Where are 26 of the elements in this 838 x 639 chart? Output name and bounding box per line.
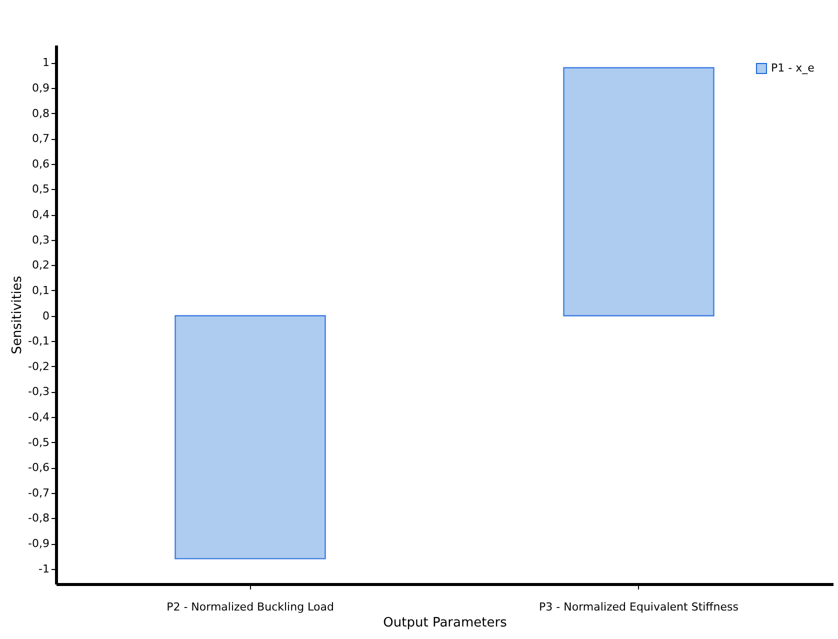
y-tick-label: -0,6 bbox=[28, 461, 50, 474]
y-tick-label: -1 bbox=[38, 562, 50, 576]
y-tick-label: 0,3 bbox=[32, 233, 50, 246]
y-tick-label: -0,2 bbox=[28, 360, 50, 373]
x-tick-label: P3 - Normalized Equivalent Stiffness bbox=[539, 600, 739, 614]
y-tick-label: -0,5 bbox=[28, 436, 50, 449]
y-tick-label: 0,2 bbox=[32, 258, 50, 272]
x-tick-label: P2 - Normalized Buckling Load bbox=[166, 600, 334, 614]
y-tick-label: 0,6 bbox=[32, 157, 50, 170]
y-tick-label: -0,4 bbox=[28, 410, 50, 424]
y-tick-label: -0,1 bbox=[28, 334, 50, 348]
y-tick-label: 0,5 bbox=[32, 182, 50, 196]
y-tick-label: 0,4 bbox=[32, 208, 50, 222]
y-tick-label: 0,1 bbox=[32, 284, 50, 297]
y-tick-label: 0,9 bbox=[32, 82, 50, 95]
y-axis-title: Sensitivities bbox=[10, 276, 26, 354]
y-tick-label: -0,7 bbox=[28, 486, 50, 500]
y-tick-label: 0,8 bbox=[32, 106, 50, 120]
y-tick-label: 0 bbox=[42, 309, 50, 322]
y-tick-label: -0,8 bbox=[28, 512, 50, 525]
legend-label: P1 - x_e bbox=[771, 62, 815, 74]
y-tick-label: 0,7 bbox=[32, 132, 50, 146]
y-tick-label: -0,9 bbox=[28, 537, 50, 550]
x-axis-title: Output Parameters bbox=[383, 616, 508, 630]
y-tick-label: 1 bbox=[42, 56, 50, 70]
y-tick-label: -0,3 bbox=[28, 385, 50, 398]
